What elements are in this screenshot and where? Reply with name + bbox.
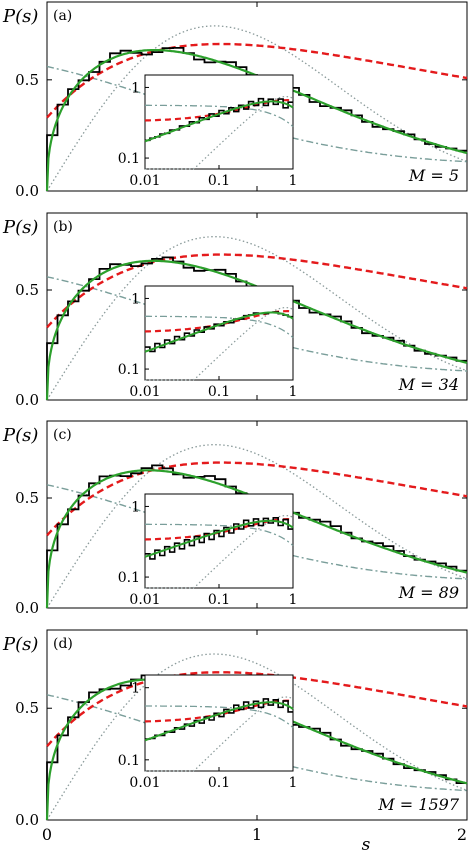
dashdot-curve	[46, 276, 468, 372]
inset-x-tick-label: 0.01	[129, 592, 160, 608]
inset-x-tick-label: 1	[289, 592, 298, 608]
bottom-axis: 0 1 2 s	[42, 825, 467, 854]
annotation: M = 34	[398, 375, 459, 394]
inset-histogram	[145, 517, 293, 560]
inset-x-tick-label: 0.01	[129, 384, 160, 400]
dashdot-curve	[46, 694, 468, 792]
y-tick-label: 0.0	[15, 599, 39, 617]
inset-dashdot-curve	[145, 705, 294, 729]
dotted-curve	[46, 444, 468, 609]
red-dashed-curve	[46, 42, 468, 119]
inset-y-tick-label: 1	[131, 681, 140, 697]
inset-x-tick-label: 0.1	[208, 384, 230, 400]
inset-frame	[144, 74, 294, 170]
inset-y-tick-label: 1	[131, 499, 140, 515]
y-tick-label: 0.5	[15, 71, 39, 89]
dotted-curve	[46, 653, 468, 821]
panel-d: 0.0 0.5 P(s) (d) M = 1597 0.01 0.1 1 0.1 1	[2, 629, 468, 829]
panel-b: 0.0 0.5 P(s) (b) M = 34 0.01 0.1 1 0.1 1	[2, 212, 468, 409]
inset-frame	[144, 493, 294, 589]
y-tick-label: 0.0	[15, 391, 39, 409]
dotted-curve	[46, 25, 468, 192]
inset-fit-curve	[144, 311, 294, 353]
x-tick-label-1: 1	[252, 825, 262, 844]
panel-tag: (b)	[53, 219, 73, 235]
inset-fit-curve	[144, 100, 294, 143]
annotation: M = 1597	[377, 795, 460, 814]
x-axis-label: s	[362, 835, 371, 854]
inset-x-tick-label: 0.1	[208, 775, 230, 791]
panels: 0.00.5P(s) (a)M = 50.01 0.1 10.110.00.5P(s)…	[2, 1, 468, 829]
inset-y-tick-label: 0.1	[118, 570, 140, 586]
red-dashed-curve	[46, 253, 468, 329]
inset-y-tick-label: 1	[131, 291, 140, 307]
inset-x-tick-label: 0.01	[129, 775, 160, 791]
inset-y-tick-label: 0.1	[118, 753, 140, 769]
inset-x-tick-label: 1	[289, 173, 298, 189]
panel-tag: (a)	[53, 8, 72, 24]
inset-dashdot-curve	[145, 523, 294, 547]
inset-x-tick-label: 1	[289, 775, 298, 791]
y-axis-label: P(s)	[2, 217, 38, 238]
inset-fit-curve	[144, 701, 294, 742]
dashdot-curve	[46, 484, 468, 580]
panel-tag: (d)	[53, 636, 73, 652]
y-axis-label: P(s)	[2, 6, 38, 27]
red-dashed-curve	[46, 461, 468, 537]
panel-tag: (c)	[53, 427, 72, 443]
panel-c: 0.0 0.5 P(s) (c) M = 89 0.01 0.1 1 0.1 1	[2, 420, 468, 617]
x-tick-label-0: 0	[42, 825, 52, 844]
inset-y-tick-label: 1	[131, 80, 140, 96]
y-tick-label: 0.5	[15, 281, 39, 299]
inset-frame	[144, 674, 294, 772]
y-tick-label: 0.5	[15, 699, 39, 717]
inset-dashdot-curve	[145, 104, 294, 128]
y-tick-label: 0.0	[15, 811, 39, 829]
inset-fit-curve	[144, 519, 294, 558]
red-dashed-curve	[46, 671, 468, 748]
inset-x-tick-label: 0.1	[208, 173, 230, 189]
dashdot-curve	[46, 65, 468, 163]
inset-x-tick-label: 0.1	[208, 592, 230, 608]
inset-x-tick-label: 0.01	[129, 173, 160, 189]
panel-a: 0.0 0.5 P(s) (a) M = 5 0.01 0.1 1 0.1 1	[2, 1, 468, 200]
y-axis-label: P(s)	[2, 425, 38, 446]
y-tick-label: 0.5	[15, 489, 39, 507]
inset-x-tick-label: 1	[289, 384, 298, 400]
annotation: M = 89	[398, 583, 459, 602]
inset-dashdot-curve	[145, 315, 294, 339]
y-axis-label: P(s)	[2, 634, 38, 655]
dotted-curve	[46, 236, 468, 401]
annotation: M = 5	[408, 166, 459, 185]
inset-y-tick-label: 0.1	[118, 151, 140, 167]
x-tick-label-2: 2	[457, 825, 467, 844]
inset-frame	[144, 285, 294, 381]
inset-y-tick-label: 0.1	[118, 362, 140, 378]
y-tick-label: 0.0	[15, 182, 39, 200]
